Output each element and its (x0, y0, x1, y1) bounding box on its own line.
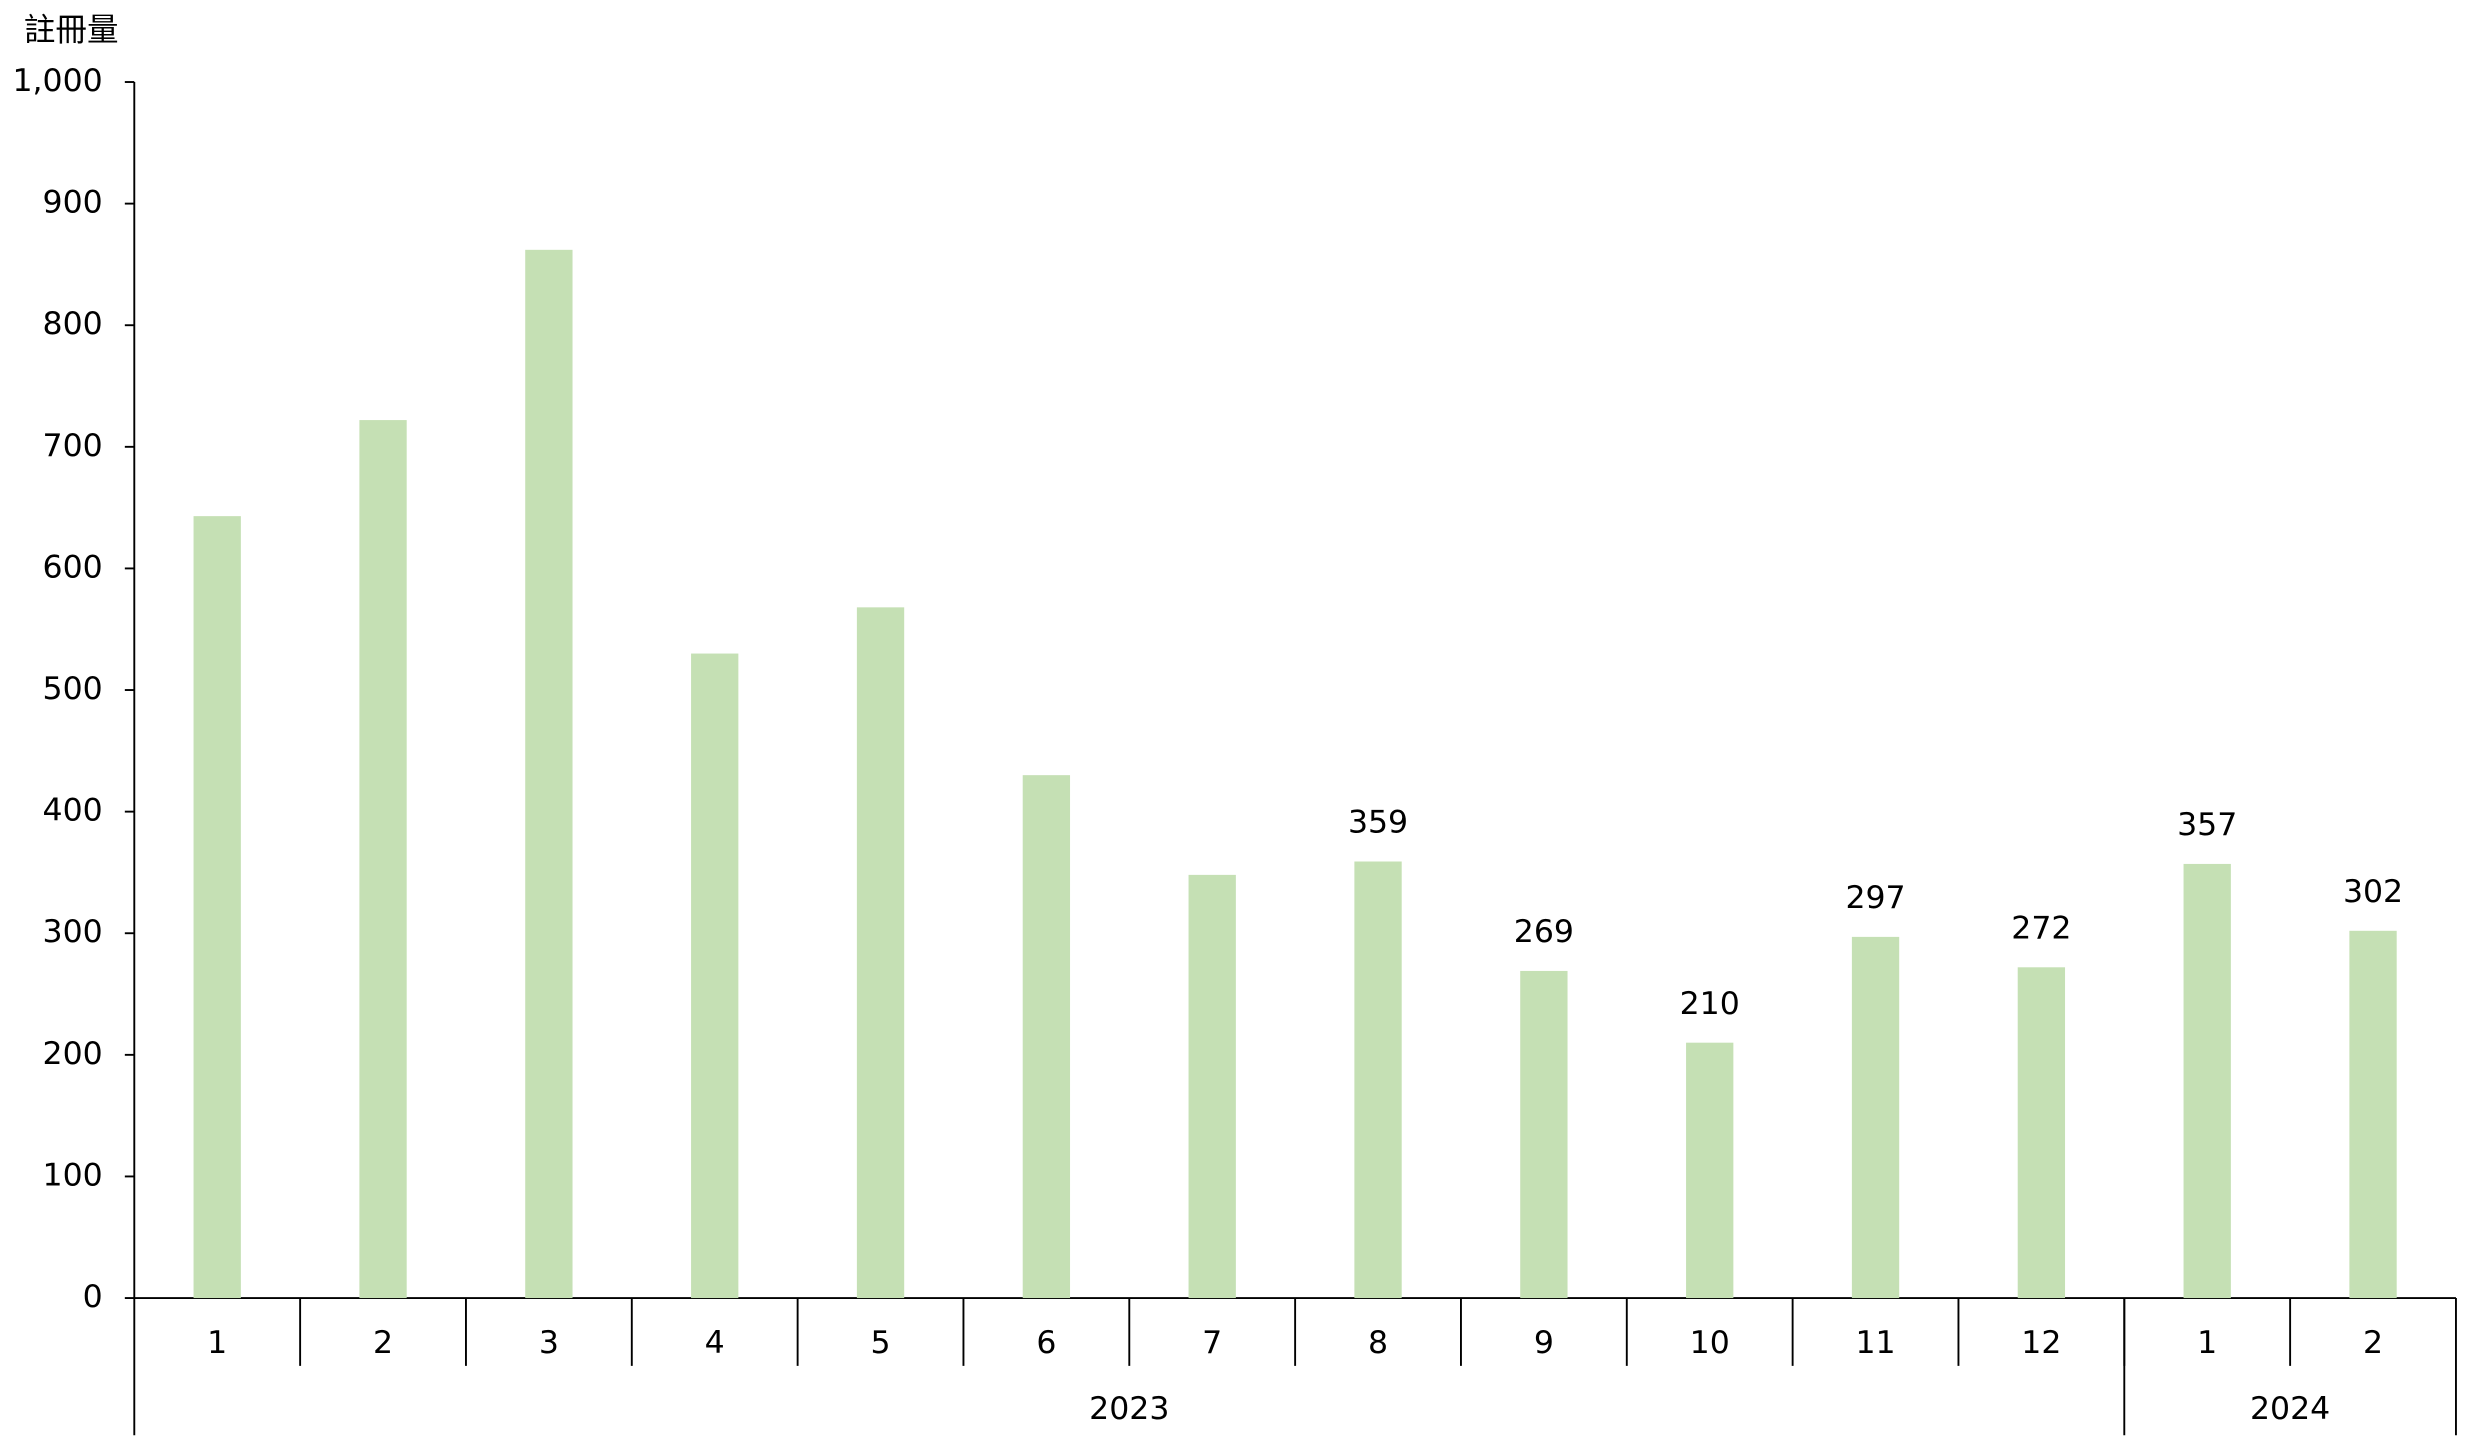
y-tick-label: 1,000 (12, 63, 102, 99)
value-label: 269 (1514, 914, 1574, 950)
bar (525, 249, 573, 1299)
value-label: 302 (2343, 874, 2403, 910)
x-tick-label: 10 (1690, 1325, 1730, 1361)
bar (856, 607, 905, 1299)
value-label: 359 (1348, 805, 1408, 841)
y-tick-label: 400 (43, 793, 103, 829)
value-label: 272 (2011, 910, 2071, 946)
x-tick-label: 2 (373, 1325, 393, 1361)
x-tick-label: 12 (2021, 1325, 2061, 1361)
bar (1354, 861, 1402, 1299)
x-tick-label: 1 (2197, 1325, 2217, 1361)
x-tick-label: 3 (539, 1325, 559, 1361)
bar (1686, 1042, 1734, 1299)
y-tick-label: 300 (43, 914, 103, 950)
x-tick-label: 2 (2363, 1325, 2383, 1361)
y-tick-label: 600 (43, 549, 103, 585)
bar (2183, 863, 2231, 1299)
bar (1851, 936, 1900, 1299)
y-tick-label: 800 (43, 306, 103, 342)
x-tick-label: 4 (705, 1325, 725, 1361)
x-tick-label: 1 (207, 1325, 227, 1361)
bar (359, 420, 407, 1299)
x-tick-label: 7 (1202, 1325, 1222, 1361)
y-tick-label: 700 (43, 428, 103, 464)
bar (1022, 775, 1071, 1299)
x-tick-label: 6 (1036, 1325, 1056, 1361)
y-tick-label: 500 (43, 671, 103, 707)
bar (1188, 874, 1236, 1299)
bar (2017, 967, 2066, 1299)
group-label: 2023 (1089, 1391, 1169, 1427)
bar (193, 516, 241, 1299)
value-label: 297 (1845, 880, 1905, 916)
y-tick-label: 900 (43, 185, 103, 221)
bar (691, 653, 739, 1299)
x-tick-label: 9 (1534, 1325, 1554, 1361)
y-tick-label: 100 (43, 1157, 103, 1193)
y-tick-label: 0 (83, 1279, 103, 1315)
value-label: 357 (2177, 807, 2237, 843)
x-tick-label: 11 (1855, 1325, 1895, 1361)
value-label: 210 (1680, 986, 1740, 1022)
y-tick-label: 200 (43, 1036, 103, 1072)
x-tick-label: 8 (1368, 1325, 1388, 1361)
x-tick-label: 5 (871, 1325, 891, 1361)
group-label: 2024 (2250, 1391, 2330, 1427)
bar (2349, 930, 2397, 1299)
bar (1520, 970, 1568, 1299)
y-axis-label: 註冊量 (24, 13, 119, 49)
